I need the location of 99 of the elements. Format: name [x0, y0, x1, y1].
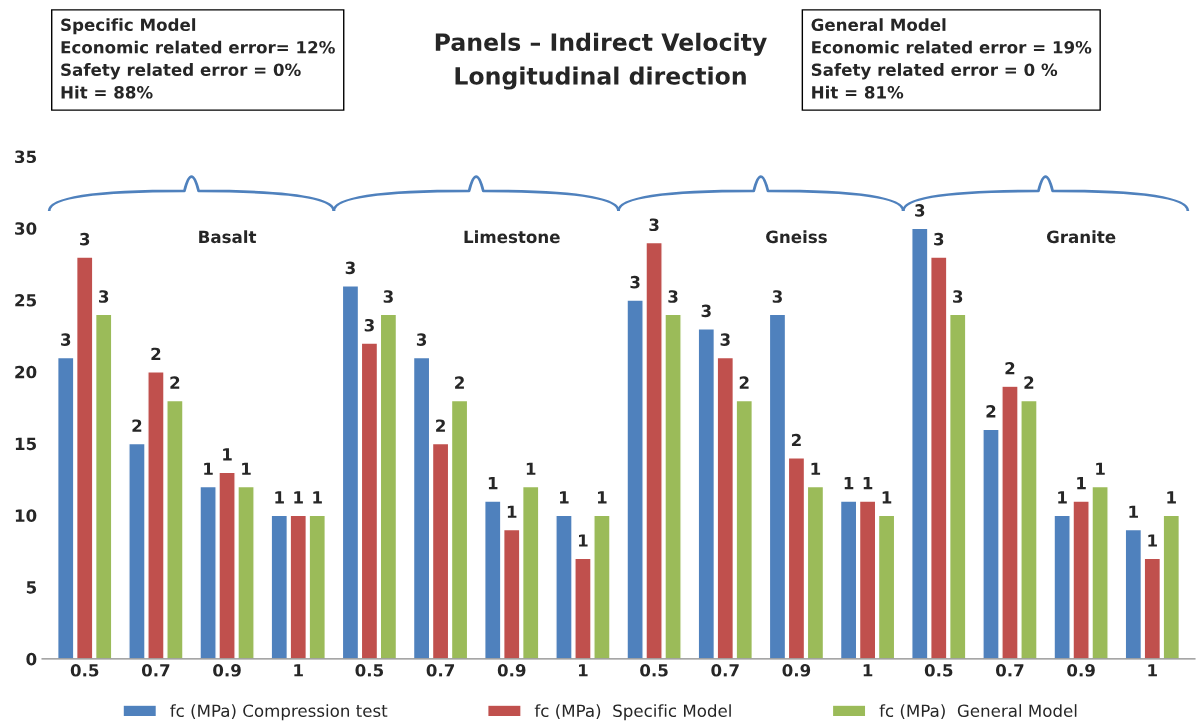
annotation: 1	[204, 462, 213, 475]
bar	[1162, 514, 1181, 659]
x-tick-label: 0.9	[1067, 664, 1095, 677]
annotation: 1	[526, 462, 536, 475]
x-tick-label: 1	[1148, 664, 1157, 677]
bar	[379, 313, 398, 659]
annotation: 1	[560, 491, 569, 504]
annotation: 1	[882, 491, 892, 504]
x-tick-label: 0.7	[426, 664, 455, 677]
x-tick-label: 0.5	[70, 664, 99, 677]
annotation: 3	[383, 290, 393, 303]
annotation: 2	[455, 376, 464, 389]
annotation: 3	[416, 333, 427, 346]
annotation: 1	[313, 491, 322, 504]
x-tick-label: 0.9	[213, 664, 241, 677]
y-tick-label: 35	[15, 150, 37, 164]
bar	[412, 356, 431, 659]
annotation: 2	[436, 419, 445, 432]
annotation: 1	[1148, 534, 1157, 547]
bar	[858, 500, 877, 659]
bar	[768, 313, 787, 659]
annotation: 1	[597, 491, 607, 504]
bar	[94, 313, 113, 659]
annotation: 3	[720, 333, 730, 346]
y-tick-label: 30	[15, 222, 37, 235]
annotation: 3	[345, 261, 355, 275]
annotation: 1	[223, 448, 232, 461]
annotation: 3	[934, 232, 944, 246]
bar	[1143, 557, 1162, 659]
annotation: 3	[364, 318, 374, 332]
x-tick-label: 0.9	[497, 664, 526, 677]
y-tick-label: 25	[15, 294, 37, 307]
y-tick-label: 20	[15, 365, 37, 379]
annotation: 3	[668, 290, 678, 303]
annotation: 1	[844, 477, 854, 490]
bar	[431, 442, 450, 659]
annotation: Basalt	[199, 230, 257, 244]
text: General Model Economic related error = 19% Safety related error = 0 % Hit = 81%	[811, 18, 1092, 99]
annotation: 2	[791, 433, 801, 447]
annotation: 1	[579, 534, 588, 547]
annotation: 3	[772, 290, 782, 303]
annotation: 1	[1058, 491, 1067, 504]
x-tick-label: 1	[863, 664, 873, 677]
legend-label: fc (MPa) Specific Model	[534, 704, 731, 721]
legend-label: fc (MPa) General Model	[879, 704, 1077, 720]
bar	[787, 457, 806, 659]
annotation: 1	[294, 491, 303, 504]
bar	[806, 485, 825, 659]
annotation: 1	[1129, 505, 1138, 518]
annotation: 3	[630, 275, 640, 289]
x-tick-label: 1	[294, 664, 303, 677]
annotation: 3	[649, 218, 659, 232]
annotation: 1	[488, 477, 498, 490]
annotation: 1	[1167, 491, 1176, 504]
x-tick-label: 0.9	[782, 664, 811, 677]
annotation: Limestone	[464, 230, 560, 244]
bar	[360, 342, 379, 659]
annotation: 1	[811, 462, 821, 475]
annotation: 3	[915, 204, 925, 217]
x-tick-label: 0.7	[141, 664, 170, 677]
y-tick-label: 0	[26, 652, 37, 666]
annotation: Gneiss	[766, 230, 827, 244]
annotation: 1	[242, 462, 251, 475]
annotation: 3	[61, 333, 71, 346]
bar	[697, 328, 716, 659]
x-tick-label: 1	[579, 664, 588, 677]
annotation: 1	[1077, 477, 1086, 490]
annotation: 1	[275, 491, 284, 504]
annotation: 1	[1096, 462, 1105, 475]
annotation: 3	[80, 232, 90, 246]
annotation: 2	[151, 347, 161, 360]
bar	[1124, 528, 1143, 659]
y-tick-label: 15	[15, 437, 37, 451]
annotation: 3	[953, 290, 963, 303]
text: Specific Model Economic related error= 12% Safety related error = 0% Hit = 88%	[61, 18, 335, 99]
bar	[839, 500, 858, 659]
y-tick-label: 10	[15, 509, 37, 522]
annotation: 2	[739, 376, 749, 389]
legend-label: fc (MPa) Compression test	[170, 704, 388, 721]
bar	[341, 284, 360, 659]
annotation: 2	[1024, 376, 1034, 389]
annotation: 2	[132, 419, 142, 432]
annotation: 1	[507, 505, 517, 518]
y-tick-label: 5	[26, 581, 37, 594]
x-tick-label: 0.5	[924, 664, 953, 677]
annotation: 2	[1005, 361, 1015, 375]
x-tick-label: 0.7	[711, 664, 739, 677]
annotation: 1	[863, 477, 873, 490]
annotation: 3	[701, 304, 711, 318]
annotation: 3	[99, 290, 109, 303]
x-tick-label: 0.7	[995, 664, 1024, 677]
bar	[450, 399, 469, 659]
bar	[877, 514, 896, 659]
x-tick-label: 0.5	[355, 664, 384, 677]
x-tick-label: 0.5	[640, 664, 668, 677]
annotation: 2	[170, 376, 180, 389]
annotation: Granite	[1046, 230, 1116, 244]
annotation: 2	[986, 405, 996, 418]
chart-title: Panels – Indirect Velocity Longitudinal direction	[435, 32, 767, 90]
